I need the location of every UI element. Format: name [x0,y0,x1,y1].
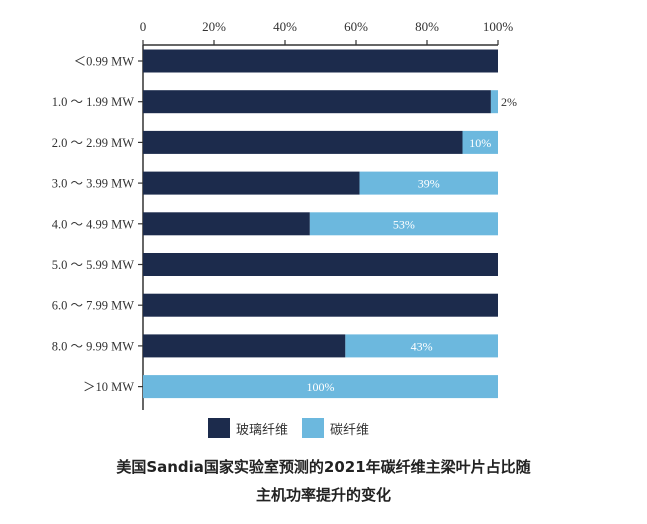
bar-carbon [345,334,498,358]
x-tick-label: 0 [140,19,147,34]
bar-carbon [490,90,498,114]
bar-glass [143,171,360,195]
bar-glass [143,212,310,236]
data-label: 2% [501,95,517,109]
bar-carbon [359,171,498,195]
bars [143,49,498,399]
legend-swatch-carbon [302,418,325,438]
bar-glass [143,293,498,317]
data-label: 53% [393,217,415,231]
bar-glass [143,253,498,276]
x-tick-label: 40% [273,19,297,34]
caption-line-2: 主机功率提升的变化 [255,486,391,504]
bar-carbon [309,212,498,236]
x-tick-label: 60% [344,19,368,34]
legend-swatch-glass [208,418,230,438]
y-tick-label: 3.0 ～ 3.99 MW [52,177,134,191]
x-tick-label: 20% [202,19,226,34]
y-tick-label: 8.0 ～ 9.99 MW [52,339,134,353]
legend-item-carbon: 碳纤维 [302,418,369,438]
y-tick-label: 5.0 ～ 5.99 MW [52,258,134,272]
legend-label-carbon: 碳纤维 [330,422,370,438]
y-tick-label: 6.0 ～ 7.99 MW [52,299,134,313]
y-tick-label: 1.0 ～ 1.99 MW [52,95,134,109]
chart: 0 20% 40% 60% 80% 100% ＜0.99 MW 1.0 ～ 1.99 MW 2… [52,19,518,410]
x-tick-label: 80% [415,19,439,34]
bar-carbon [143,375,498,399]
data-label: 43% [411,339,433,353]
y-tick-label: 4.0 ～ 4.99 MW [52,217,134,231]
data-label: 39% [418,177,440,191]
bar-glass [143,90,491,114]
legend-item-glass: 玻璃纤维 [208,418,288,438]
bar-carbon [462,130,498,154]
y-tick-label: 2.0 ～ 2.99 MW [52,136,134,150]
x-axis: 0 20% 40% 60% 80% 100% [140,19,514,46]
y-tick-label: ＜0.99 MW [74,55,135,69]
data-labels: 2% 10% 39% 53% 43% 100% [307,95,518,394]
caption-line-1: 美国Sandia国家实验室预测的2021年碳纤维主梁叶片占比随 [116,458,531,476]
data-label: 100% [307,380,335,394]
bar-glass [143,130,463,154]
data-label: 10% [469,136,491,150]
bar-glass [143,49,498,73]
y-axis: ＜0.99 MW 1.0 ～ 1.99 MW 2.0 ～ 2.99 MW 3.0 ～ … [52,45,144,410]
bar-glass [143,334,346,358]
legend-label-glass: 玻璃纤维 [236,422,289,438]
legend: 玻璃纤维 碳纤维 [208,418,383,438]
x-tick-label: 100% [483,19,514,34]
y-tick-label: ＞10 MW [83,380,134,394]
